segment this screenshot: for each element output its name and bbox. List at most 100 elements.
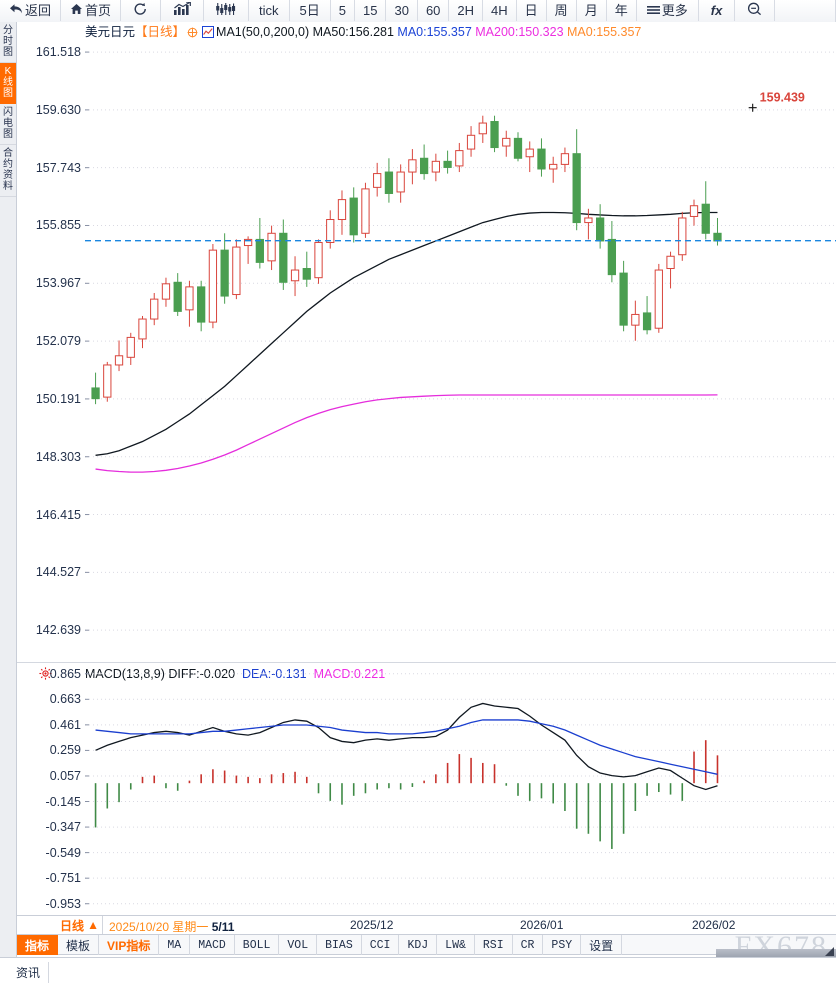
macd-y-axis: 0.865 0.663 0.461 0.259 0.057 -0.145 -0.347 -0.… <box>17 663 85 916</box>
candlestick-icon <box>216 2 236 19</box>
timeframe-30[interactable]: 30 <box>386 0 418 21</box>
zoom-out-button[interactable] <box>735 0 776 21</box>
sun-settings-icon[interactable] <box>39 667 52 683</box>
timeframe-5-label: 5 <box>338 3 346 18</box>
timeframe-2h[interactable]: 2H <box>449 0 484 21</box>
timeframe-year[interactable]: 年 <box>607 0 637 21</box>
timeframe-30-label: 30 <box>394 3 409 18</box>
up-triangle-icon: ▲ <box>87 918 99 932</box>
tab-kdj[interactable]: KDJ <box>399 935 438 955</box>
macd-plot-area[interactable] <box>85 663 836 916</box>
scroll-arrow-icon[interactable] <box>825 947 834 956</box>
tab-rsi[interactable]: RSI <box>475 935 513 955</box>
tab-settings[interactable]: 设置 <box>581 935 623 955</box>
bar-chart-button[interactable] <box>161 0 205 21</box>
timeframe-year-label: 年 <box>614 3 628 18</box>
sidebar-item-kline[interactable]: K线图 <box>0 63 16 104</box>
symbol-name: 美元日元 <box>85 25 136 39</box>
ma-params-label: MA1(50,0,200,0) <box>216 25 310 39</box>
tab-indicators[interactable]: 指标 <box>17 935 59 955</box>
tab-psy-label: PSY <box>551 938 573 952</box>
timeframe-selector-label: 日线 <box>60 918 85 933</box>
tab-cci-label: CCI <box>369 938 391 952</box>
tab-templates[interactable]: 模板 <box>58 935 100 955</box>
timeframe-60[interactable]: 60 <box>418 0 450 21</box>
ma-indicator-icon[interactable] <box>202 26 215 42</box>
price-y-axis: 161.518 159.630 157.743 155.855 153.967 152.0… <box>17 22 85 662</box>
tab-lwr[interactable]: LW& <box>437 935 475 955</box>
tab-indicators-label: 指标 <box>25 938 50 953</box>
tab-macd-label: MACD <box>198 938 226 952</box>
ma0-blue-value: MA0:155.357 <box>397 25 472 39</box>
tab-news[interactable]: 资讯 <box>8 962 50 983</box>
macd-pane[interactable]: MACD(13,8,9) DIFF:-0.020 DEA:-0.131 MACD… <box>17 662 836 916</box>
sidebar-item-kline-label: K线图 <box>3 66 13 99</box>
timeframe-4h-label: 4H <box>491 3 508 18</box>
tab-templates-label: 模板 <box>66 938 91 953</box>
macd-legend: MACD(13,8,9) DIFF:-0.020 DEA:-0.131 MACD… <box>85 667 385 682</box>
macd-y-tick: 0.663 <box>49 692 81 707</box>
price-y-tick: 144.527 <box>35 565 81 580</box>
horizontal-scrollbar[interactable] <box>716 949 836 958</box>
refresh-button[interactable] <box>121 0 162 21</box>
chart-container[interactable]: 美元日元【日线】 MA1(50,0,200,0) MA50:156.281 MA0… <box>17 22 836 957</box>
first-date-label: 2025/10/20 星期一 <box>109 920 209 934</box>
back-button[interactable]: 返回 <box>0 0 62 21</box>
magnifier-minus-icon <box>747 2 762 19</box>
timeframe-month[interactable]: 月 <box>577 0 607 21</box>
indicator-tab-bar: 指标 模板 VIP指标 MA MACD BOLL VOL BIAS CCI KD… <box>17 934 836 955</box>
home-label: 首页 <box>85 3 112 18</box>
price-pane[interactable]: 美元日元【日线】 MA1(50,0,200,0) MA50:156.281 MA0… <box>17 22 836 662</box>
more-label: 更多 <box>661 3 688 18</box>
tab-settings-label: 设置 <box>589 938 614 953</box>
fx-label: fx <box>710 3 723 18</box>
timeframe-15[interactable]: 15 <box>355 0 387 21</box>
sidebar-item-contract-info[interactable]: 合约资料 <box>0 145 16 197</box>
price-y-tick: 153.967 <box>35 276 81 291</box>
tab-macd[interactable]: MACD <box>190 935 235 955</box>
timeframe-selector[interactable]: 日线 ▲ <box>57 916 103 934</box>
tab-lwr-label: LW& <box>445 938 466 952</box>
sidebar-item-timeshare-label: 分时图 <box>3 25 13 58</box>
tab-vip-indicators[interactable]: VIP指标 <box>99 935 160 955</box>
tab-bias-label: BIAS <box>325 938 353 952</box>
timeframe-week[interactable]: 周 <box>547 0 577 21</box>
tab-cr[interactable]: CR <box>513 935 544 955</box>
crosshair-circle-icon[interactable] <box>187 27 198 42</box>
tab-vol[interactable]: VOL <box>279 935 318 955</box>
tab-boll-label: BOLL <box>242 938 271 952</box>
timeframe-2h-label: 2H <box>457 3 475 18</box>
price-y-tick: 161.518 <box>35 45 81 60</box>
macd-y-tick: -0.751 <box>45 871 81 886</box>
fx-button[interactable]: fx <box>699 0 736 21</box>
tab-news-label: 资讯 <box>16 966 41 980</box>
macd-y-tick: -0.347 <box>45 820 81 835</box>
tab-cci[interactable]: CCI <box>362 935 400 955</box>
first-date-count: 5/11 <box>211 920 235 934</box>
timeframe-60-label: 60 <box>425 3 441 18</box>
back-label: 返回 <box>25 3 52 18</box>
sidebar-item-timeshare[interactable]: 分时图 <box>0 22 16 63</box>
tab-boll[interactable]: BOLL <box>235 935 280 955</box>
tick-button[interactable]: tick <box>249 0 290 21</box>
price-plot-area[interactable]: 159.439152.091 <box>85 22 836 662</box>
price-y-tick: 148.303 <box>35 449 81 464</box>
tab-psy[interactable]: PSY <box>543 935 582 955</box>
tab-bias[interactable]: BIAS <box>317 935 362 955</box>
period-label: 【日线】 <box>135 25 186 39</box>
tab-ma[interactable]: MA <box>159 935 191 955</box>
home-button[interactable]: 首页 <box>61 0 122 21</box>
timeframe-month-label: 月 <box>584 3 598 18</box>
candlestick-button[interactable] <box>204 0 250 21</box>
back-arrow-icon <box>9 3 23 18</box>
svg-text:159.439: 159.439 <box>760 91 805 105</box>
sidebar-item-lightning[interactable]: 闪电图 <box>0 104 16 145</box>
footer-bar: 资讯 <box>0 957 836 983</box>
price-y-tick: 157.743 <box>35 160 81 175</box>
timeframe-4h[interactable]: 4H <box>483 0 517 21</box>
x-axis-tick-0: 2025/12 <box>350 918 394 932</box>
fiveday-button[interactable]: 5日 <box>290 0 331 21</box>
more-button[interactable]: 更多 <box>637 0 699 21</box>
timeframe-5[interactable]: 5 <box>331 0 355 21</box>
timeframe-day[interactable]: 日 <box>517 0 547 21</box>
